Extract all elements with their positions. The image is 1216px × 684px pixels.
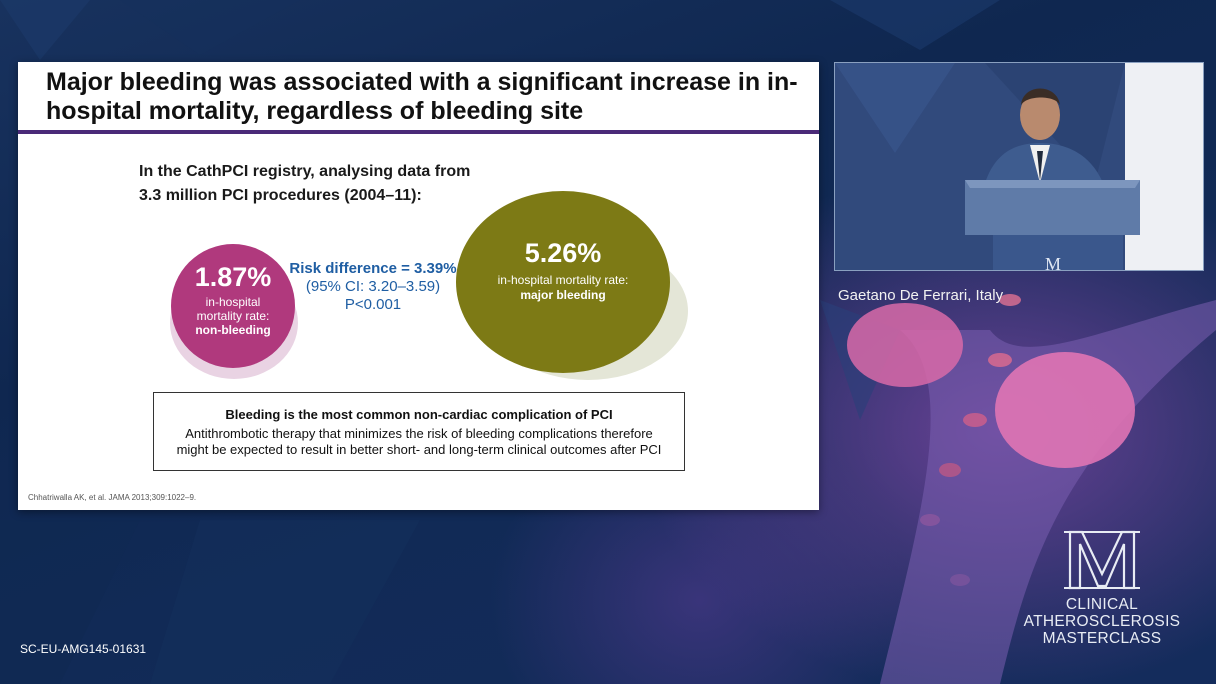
key-message-body: Antithrombotic therapy that minimizes th… xyxy=(176,426,662,457)
slide-title: Major bleeding was associated with a sig… xyxy=(46,68,798,125)
non-bleeding-label: in-hospital mortality rate: xyxy=(196,295,270,323)
speaker-video: M xyxy=(834,62,1204,271)
footer-code: SC-EU-AMG145-01631 xyxy=(20,642,147,656)
risk-difference: Risk difference = 3.39% (95% CI: 3.20–3.… xyxy=(280,260,466,314)
non-bleeding-value: 1.87% xyxy=(194,262,272,292)
major-bleeding-label-bold: major bleeding xyxy=(520,288,606,302)
masterclass-logo: CLINICAL ATHEROSCLEROSIS MASTERCLASS xyxy=(1020,530,1184,647)
citation: Chhatriwalla AK, et al. JAMA 2013;309:10… xyxy=(28,493,197,502)
major-bleeding-value: 5.26% xyxy=(524,238,602,268)
non-bleeding-label-bold: non-bleeding xyxy=(195,323,271,337)
intro-text: In the CathPCI registry, analysing data … xyxy=(139,160,559,208)
risk-ci: (95% CI: 3.20–3.59) xyxy=(305,278,441,295)
intro-line-2: 3.3 million PCI procedures (2004–11): xyxy=(139,187,422,204)
non-bleeding-circle: 1.87% in-hospital mortality rate: non-bl… xyxy=(171,244,295,368)
title-divider xyxy=(18,130,819,134)
svg-text:M: M xyxy=(1045,254,1061,270)
logo-text: CLINICAL ATHEROSCLEROSIS MASTERCLASS xyxy=(1023,596,1181,647)
key-message-heading: Bleeding is the most common non-cardiac … xyxy=(225,407,613,422)
intro-line-1: In the CathPCI registry, analysing data … xyxy=(139,163,471,180)
m-logo-icon xyxy=(1064,530,1140,590)
major-bleeding-label: in-hospital mortality rate: xyxy=(497,273,629,287)
speaker-name: Gaetano De Ferrari, Italy xyxy=(838,287,1004,304)
presentation-slide: Major bleeding was associated with a sig… xyxy=(18,62,819,510)
key-message-box: Bleeding is the most common non-cardiac … xyxy=(153,392,685,471)
risk-difference-value: Risk difference = 3.39% xyxy=(289,260,457,277)
risk-p-value: P<0.001 xyxy=(344,296,402,313)
speaker-scene: M xyxy=(835,63,1203,270)
major-bleeding-circle: 5.26% in-hospital mortality rate: major … xyxy=(456,191,670,373)
